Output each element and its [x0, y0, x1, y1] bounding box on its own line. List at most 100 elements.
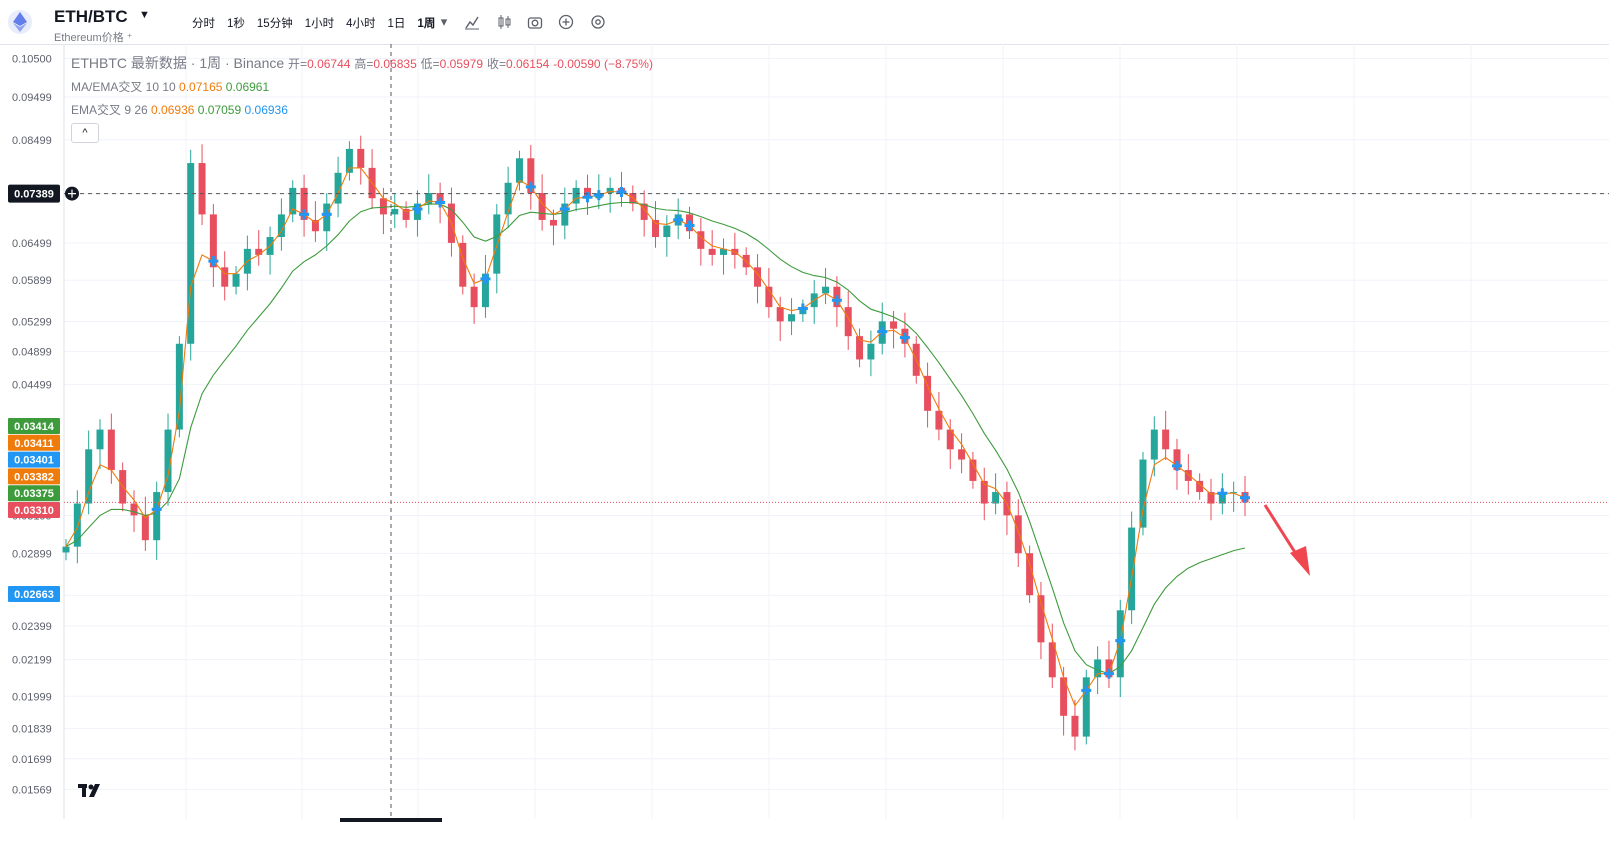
candle-body — [73, 503, 81, 547]
legend-ma-value-2: 0.06961 — [225, 80, 270, 94]
settings-icon[interactable] — [590, 14, 606, 30]
signal-cross-marker — [1171, 460, 1182, 471]
price-tag-bg — [8, 502, 60, 518]
legend-change: -0.00590 (−8.75%) — [553, 57, 653, 71]
indicators-icon[interactable] — [464, 14, 480, 30]
low-tag-label: 0.02663 — [14, 589, 54, 601]
candle-body — [754, 267, 762, 287]
candle-body — [1071, 715, 1079, 737]
candle-body — [1014, 515, 1022, 554]
candle-body — [311, 219, 319, 232]
candle-body — [867, 343, 875, 360]
candle-body — [606, 187, 614, 194]
candle-body — [890, 321, 898, 329]
symbol-dropdown-icon[interactable]: ▼ — [139, 9, 150, 21]
interval-15m[interactable]: 15分钟 — [256, 18, 293, 30]
camera-icon[interactable] — [527, 14, 543, 30]
candle-body — [980, 480, 988, 504]
legend-open-label: 开= — [288, 57, 308, 71]
legend-low-label: 低= — [420, 57, 440, 71]
legend-ema-value-3: 0.06936 — [244, 103, 288, 117]
signal-cross-marker — [480, 273, 491, 284]
symbol-subtitle: Ethereum价格 ⁺ — [54, 32, 133, 44]
candle-body — [1105, 659, 1113, 678]
crosshair-plus-icon — [68, 189, 76, 198]
y-axis-tick-label: 0.05299 — [12, 316, 52, 328]
signal-cross-marker — [684, 220, 695, 231]
price-chart[interactable]: 0.10500 0.09499 0.08499 0.07389 0.06499 0.058… — [0, 44, 1609, 843]
symbol-title[interactable]: ETH/BTC — [54, 7, 128, 26]
signal-cross-marker — [1217, 488, 1228, 499]
candle-body — [788, 314, 796, 322]
interval-1h[interactable]: 1小时 — [304, 18, 335, 30]
signal-cross-marker — [559, 203, 570, 214]
y-axis-tick-label: 0.05899 — [12, 275, 52, 287]
candle-body — [85, 449, 93, 504]
candle-body — [164, 429, 172, 493]
legend-ma[interactable]: MA/EMA交叉 10 10 0.07165 0.06961 — [71, 78, 269, 95]
candle-body — [946, 429, 954, 450]
candle-body — [1037, 595, 1045, 643]
candle-body — [402, 208, 410, 220]
interval-bar: 分时 1秒 15分钟 1小时 4小时 1日 1周 — [186, 15, 441, 31]
legend-collapse-button[interactable]: ^ — [71, 123, 99, 143]
candle-body — [935, 410, 943, 430]
candle-body — [96, 429, 104, 450]
interval-tick[interactable]: 分时 — [192, 18, 215, 30]
candle-body — [561, 203, 569, 226]
add-icon[interactable] — [558, 14, 574, 30]
interval-1w[interactable]: 1周 — [417, 18, 436, 30]
candle-body — [1230, 492, 1238, 494]
legend-ema-label: EMA交叉 9 26 — [71, 103, 148, 117]
signal-cross-marker — [1115, 635, 1126, 646]
interval-dropdown-icon[interactable]: ▾ — [440, 14, 448, 29]
candle-body — [538, 193, 546, 220]
interval-1s[interactable]: 1秒 — [227, 18, 245, 30]
candle-body — [572, 187, 580, 204]
candles-group — [62, 135, 1249, 751]
y-axis-tick-label: 0.01839 — [12, 723, 52, 735]
legend-low: 0.05979 — [439, 57, 484, 71]
price-tag-bg — [8, 485, 60, 502]
candle-body — [776, 307, 784, 322]
interval-1d[interactable]: 1日 — [387, 18, 406, 30]
candle-body — [708, 248, 716, 255]
ema-slow-line — [65, 201, 1246, 675]
y-axis-tick-label: 0.08499 — [12, 135, 52, 147]
candle-body — [425, 193, 433, 204]
signal-cross-marker — [797, 303, 808, 314]
crosshair-price-label-bg — [8, 184, 60, 203]
legend-ma-label: MA/EMA交叉 10 10 — [71, 80, 176, 94]
y-axis-tick-label: 0.06499 — [12, 238, 52, 250]
candle-body — [107, 429, 115, 471]
signal-cross-marker — [593, 190, 604, 201]
legend-open: 0.06744 — [307, 57, 351, 71]
candle-body — [765, 286, 773, 308]
crosshair-price-label: 0.07389 — [14, 189, 54, 201]
legend-main: ETHBTC 最新数据 · 1周 · Binance 开=0.06744 高=0… — [71, 53, 653, 73]
price-tag-label: 0.03382 — [14, 471, 54, 483]
signal-cross-marker — [321, 209, 332, 220]
candle-body — [141, 515, 149, 541]
interval-4h[interactable]: 4小时 — [346, 18, 376, 30]
legend-ema[interactable]: EMA交叉 9 26 0.06936 0.07059 0.06936 — [71, 101, 288, 118]
candle-body — [663, 225, 671, 238]
candle-body — [187, 163, 195, 344]
candle-body — [1139, 459, 1147, 528]
candle-body — [459, 242, 467, 287]
candle-body — [232, 273, 240, 287]
y-axis-tick-label: 0.02199 — [12, 655, 52, 667]
candle-body — [493, 214, 501, 274]
candle-body — [357, 148, 365, 168]
signal-cross-marker — [435, 197, 446, 208]
price-tag-label: 0.03375 — [14, 488, 54, 500]
candle-body — [300, 187, 308, 220]
annotation-arrow-head — [1290, 546, 1310, 576]
tradingview-logo[interactable] — [76, 778, 106, 804]
time-scale-selection[interactable] — [340, 818, 442, 822]
price-tag-label: 0.03401 — [14, 455, 54, 467]
candle-body — [1207, 492, 1215, 504]
legend-close-label: 收= — [486, 57, 506, 71]
chart-type-icon[interactable] — [496, 14, 512, 30]
candle-body — [1128, 527, 1136, 611]
